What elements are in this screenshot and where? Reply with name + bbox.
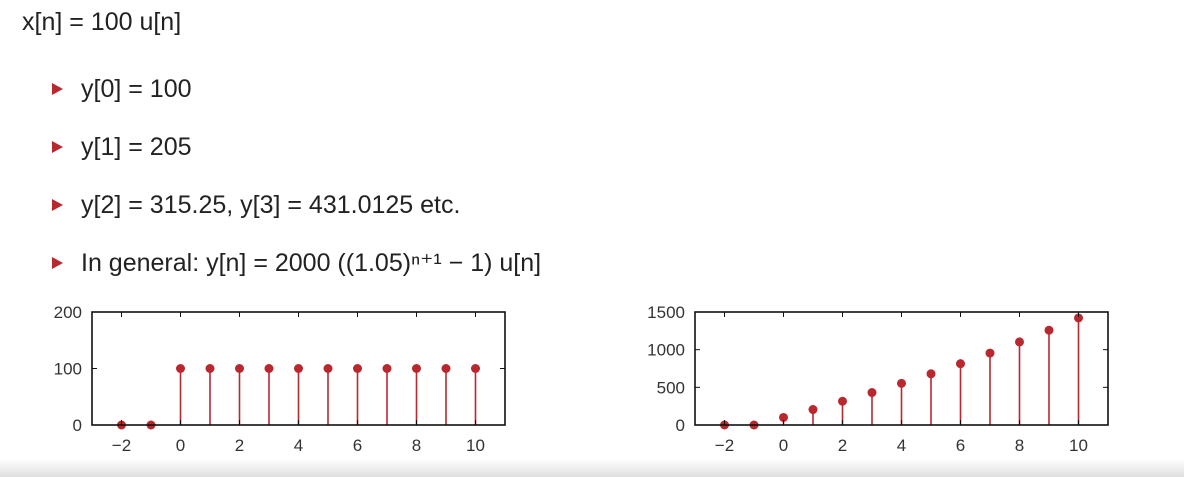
- bullet-text: In general: y[n] = 2000 ((1.05)ⁿ⁺¹ − 1) …: [81, 249, 542, 277]
- stem-marker: [264, 364, 274, 373]
- bullet-triangle-icon: [52, 83, 63, 95]
- stem-marker: [441, 364, 451, 373]
- y-tick-label: 0: [73, 416, 82, 435]
- bullet-item: y[2] = 315.25, y[3] = 431.0125 etc.: [52, 176, 541, 234]
- bullet-item: y[0] = 100: [52, 60, 541, 118]
- stem-marker: [323, 364, 333, 373]
- bullet-text: y[2] = 315.25, y[3] = 431.0125 etc.: [81, 190, 461, 219]
- x-tick-label: 4: [294, 436, 303, 455]
- stem-marker: [412, 364, 421, 373]
- bullet-text: y[1] = 205: [81, 132, 192, 161]
- stem-marker: [294, 364, 303, 373]
- y-tick-label: 200: [54, 303, 82, 322]
- bullet-item: In general: y[n] = 2000 ((1.05)ⁿ⁺¹ − 1) …: [52, 234, 541, 292]
- stem-marker: [353, 364, 362, 373]
- stem-marker: [205, 364, 215, 373]
- stem-marker: [176, 364, 185, 373]
- x-tick-label: 0: [176, 436, 185, 455]
- x-tick-label: −2: [112, 436, 131, 455]
- stem-marker: [382, 364, 392, 373]
- x-tick-label: 2: [235, 436, 244, 455]
- stem-marker: [235, 364, 244, 373]
- input-signal-definition: x[n] = 100 u[n]: [22, 8, 182, 36]
- bullet-list: y[0] = 100 y[1] = 205 y[2] = 315.25, y[3…: [52, 60, 541, 292]
- bullet-text: y[0] = 100: [81, 74, 192, 103]
- x-tick-label: 10: [466, 436, 485, 455]
- y-tick-label: 100: [54, 360, 82, 379]
- bullet-triangle-icon: [52, 199, 63, 211]
- x-tick-label: 8: [412, 436, 421, 455]
- bottom-shadow: [0, 459, 1184, 477]
- x-tick-label: 6: [353, 436, 362, 455]
- bullet-triangle-icon: [52, 141, 63, 153]
- bullet-triangle-icon: [52, 257, 63, 269]
- stem-marker: [471, 364, 480, 373]
- bullet-item: y[1] = 205: [52, 118, 541, 176]
